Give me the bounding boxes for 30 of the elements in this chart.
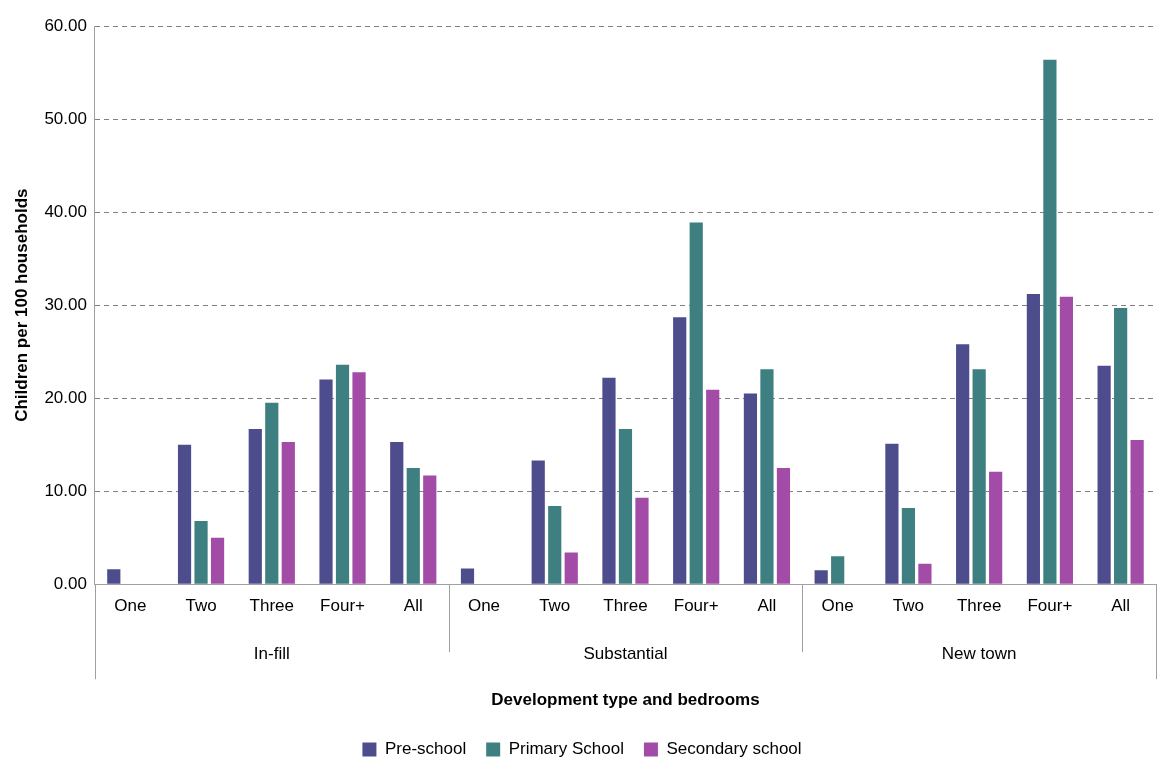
y-tick-label: 20.00 xyxy=(44,387,87,407)
text: Substantial xyxy=(583,643,668,663)
x-tick-label: Two xyxy=(539,596,571,616)
text: New town xyxy=(941,643,1017,663)
x-tick-label: Three xyxy=(956,596,1002,616)
x-tick-label: Four+ xyxy=(320,596,366,616)
legend-label: Pre-school xyxy=(384,739,467,759)
x-tick-label: One xyxy=(114,596,147,616)
x-tick-label: All xyxy=(1111,596,1131,616)
y-tick-label: 60.00 xyxy=(44,15,87,35)
y-tick-label: 40.00 xyxy=(44,201,87,221)
legend-label: Secondary school xyxy=(666,739,802,759)
text: In-fill xyxy=(253,643,290,663)
y-tick-label: 50.00 xyxy=(44,108,87,128)
x-tick-label: Four+ xyxy=(673,596,719,616)
x-tick-label: Two xyxy=(185,596,217,616)
y-axis-title: Children per 100 households xyxy=(11,188,31,422)
x-tick-label: All xyxy=(403,596,423,616)
x-tick-label: Four+ xyxy=(1027,596,1073,616)
legend-label: Primary School xyxy=(508,739,624,759)
x-tick-label: Two xyxy=(892,596,925,616)
x-tick-label: Three xyxy=(603,596,648,616)
x-tick-label: One xyxy=(821,596,854,616)
y-tick-label: 30.00 xyxy=(44,294,87,314)
x-tick-label: Three xyxy=(249,596,294,616)
x-tick-label: One xyxy=(467,596,501,616)
x-axis-title: Development type and bedrooms xyxy=(491,690,760,710)
y-tick-label: 10.00 xyxy=(44,480,87,500)
x-tick-label: All xyxy=(757,596,777,616)
y-tick-label: 0.00 xyxy=(53,573,87,593)
